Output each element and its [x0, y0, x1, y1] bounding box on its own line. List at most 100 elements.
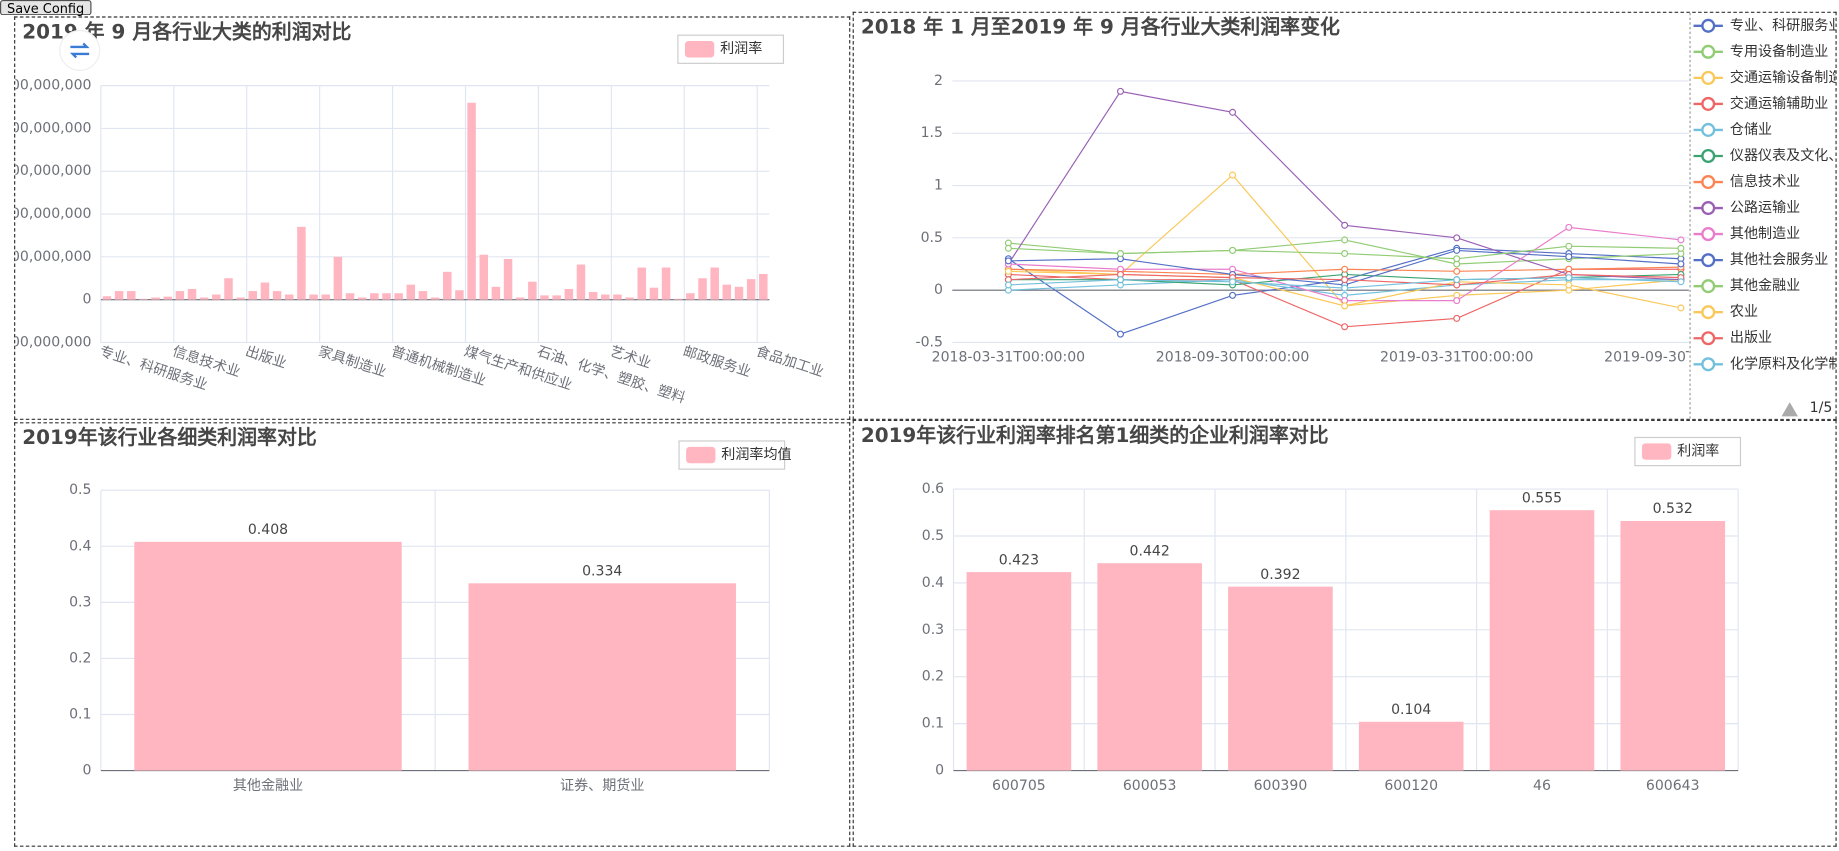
- point: [1004, 244, 1012, 252]
- point: [1453, 297, 1461, 305]
- y-tick-label: 1.5: [921, 125, 943, 141]
- point: [1453, 276, 1461, 284]
- x-tick-label: 出版业: [243, 344, 288, 372]
- bar: [139, 298, 148, 300]
- bar: [175, 291, 185, 300]
- x-tick-label: 2018-09-30T00:00:00: [1156, 350, 1310, 366]
- panel: 2019年该行业利润率排名第1细类的企业利润率对比 0 0.1 0.2 0.3 0.4 0…: [852, 419, 1837, 847]
- point: [1565, 281, 1573, 289]
- legend-icon: [1701, 70, 1716, 85]
- y-tick-label: 3,000,000,000: [15, 163, 91, 179]
- y-tick-label: 0.5: [69, 482, 91, 498]
- chart-title: 2018 年 1 月至2019 年 9 月各行业大类利润率变化: [861, 15, 1340, 39]
- bar: [1228, 586, 1333, 771]
- bar: [576, 264, 586, 300]
- bar: [102, 296, 112, 300]
- legend-label: 专用设备制造业: [1730, 43, 1828, 60]
- bar: [686, 293, 695, 300]
- y-tick-label: 0: [83, 763, 92, 779]
- y-tick-label: 0.2: [922, 669, 944, 685]
- y-tick-label: 0.3: [922, 622, 944, 638]
- bar: [114, 291, 124, 300]
- legend-icon: [1701, 331, 1716, 346]
- toolbox-icon[interactable]: [59, 29, 101, 71]
- panel: 2019年该行业各细类利润率对比 0 0.1 0.2 0.3 0.4 0.5 其他金融业 证券…: [14, 422, 851, 847]
- value-label: 0.408: [248, 522, 288, 538]
- bar: [1097, 563, 1202, 771]
- bar: [613, 294, 622, 300]
- legend-swatch: [1641, 443, 1672, 460]
- y-tick-label: 0.6: [922, 481, 944, 497]
- legend-icon: [1701, 148, 1716, 164]
- bar: [248, 291, 258, 300]
- value-label: 0.423: [999, 552, 1039, 568]
- chart-title: 2019年该行业利润率排名第1细类的企业利润率对比: [861, 423, 1329, 447]
- legend-label: 其他金融业: [1730, 278, 1800, 294]
- bar: [588, 291, 598, 300]
- bar: [467, 102, 476, 300]
- y-tick-label: -0.5: [916, 334, 943, 350]
- point: [1565, 274, 1573, 282]
- bar: [134, 541, 402, 771]
- point: [1341, 323, 1349, 331]
- bar: [468, 583, 736, 771]
- bar: [212, 294, 221, 300]
- legend-label: 其他制造业: [1730, 226, 1800, 242]
- legend-label: 其他社会服务业: [1730, 252, 1828, 268]
- value-label: 0.442: [1130, 543, 1170, 559]
- legend-icon: [1701, 122, 1716, 137]
- y-tick-label: -1,000,000,000: [15, 334, 91, 350]
- legend-box: [677, 34, 785, 64]
- y-tick-label: 1: [934, 178, 943, 194]
- bar: [297, 226, 306, 300]
- x-tick-label: 600705: [992, 778, 1046, 794]
- point: [1677, 260, 1685, 268]
- legend-label: 专业、科研服务业: [1730, 18, 1837, 34]
- bar: [503, 258, 513, 300]
- bar: [357, 297, 367, 300]
- bar: [430, 297, 440, 300]
- point: [1453, 255, 1461, 263]
- y-tick-label: 0.4: [922, 575, 944, 591]
- legend-label: 利润率: [720, 40, 762, 57]
- point: [1341, 250, 1349, 258]
- legend-label: 利润率: [1677, 443, 1719, 460]
- bar: [260, 282, 270, 300]
- point: [1565, 253, 1573, 261]
- legend-icon: [1701, 253, 1716, 268]
- y-tick-label: 1,000,000,000: [15, 249, 91, 265]
- save-config-button[interactable]: Save Config: [0, 0, 92, 15]
- bar: [309, 294, 318, 300]
- bar: [1489, 510, 1595, 771]
- bar: [540, 295, 549, 300]
- point: [1116, 87, 1124, 95]
- legend-icon: [1701, 96, 1716, 111]
- bar: [491, 286, 501, 300]
- y-tick-label: 5,000,000,000: [15, 78, 91, 94]
- legend-label: 信息技术业: [1730, 173, 1800, 190]
- point: [1004, 257, 1012, 265]
- point: [1677, 278, 1685, 286]
- legend-label: 出版业: [1730, 330, 1772, 346]
- legend-label: 交通运输设备制造: [1730, 69, 1837, 86]
- point: [1341, 265, 1349, 273]
- x-tick-label: 46: [1533, 778, 1551, 794]
- legend-icon: [1701, 357, 1716, 372]
- y-tick-label: 0: [935, 763, 944, 779]
- point: [1341, 221, 1349, 229]
- point: [1229, 278, 1237, 286]
- chart: 2019年该行业各细类利润率对比 0 0.1 0.2 0.3 0.4 0.5 其他金融业 证券…: [22, 425, 791, 794]
- bar: [199, 297, 209, 300]
- point: [1004, 267, 1012, 275]
- legend-icon: [1701, 305, 1716, 320]
- point: [1453, 314, 1461, 322]
- y-tick-label: 0.3: [69, 594, 91, 610]
- point: [1116, 250, 1124, 258]
- y-tick-label: 0: [83, 292, 92, 308]
- point: [1341, 276, 1349, 284]
- bar: [163, 296, 172, 300]
- bar: [443, 271, 452, 300]
- panel: 2019 年 9 月各行业大类的利润对比 -1,000,000,00001,00…: [14, 16, 851, 420]
